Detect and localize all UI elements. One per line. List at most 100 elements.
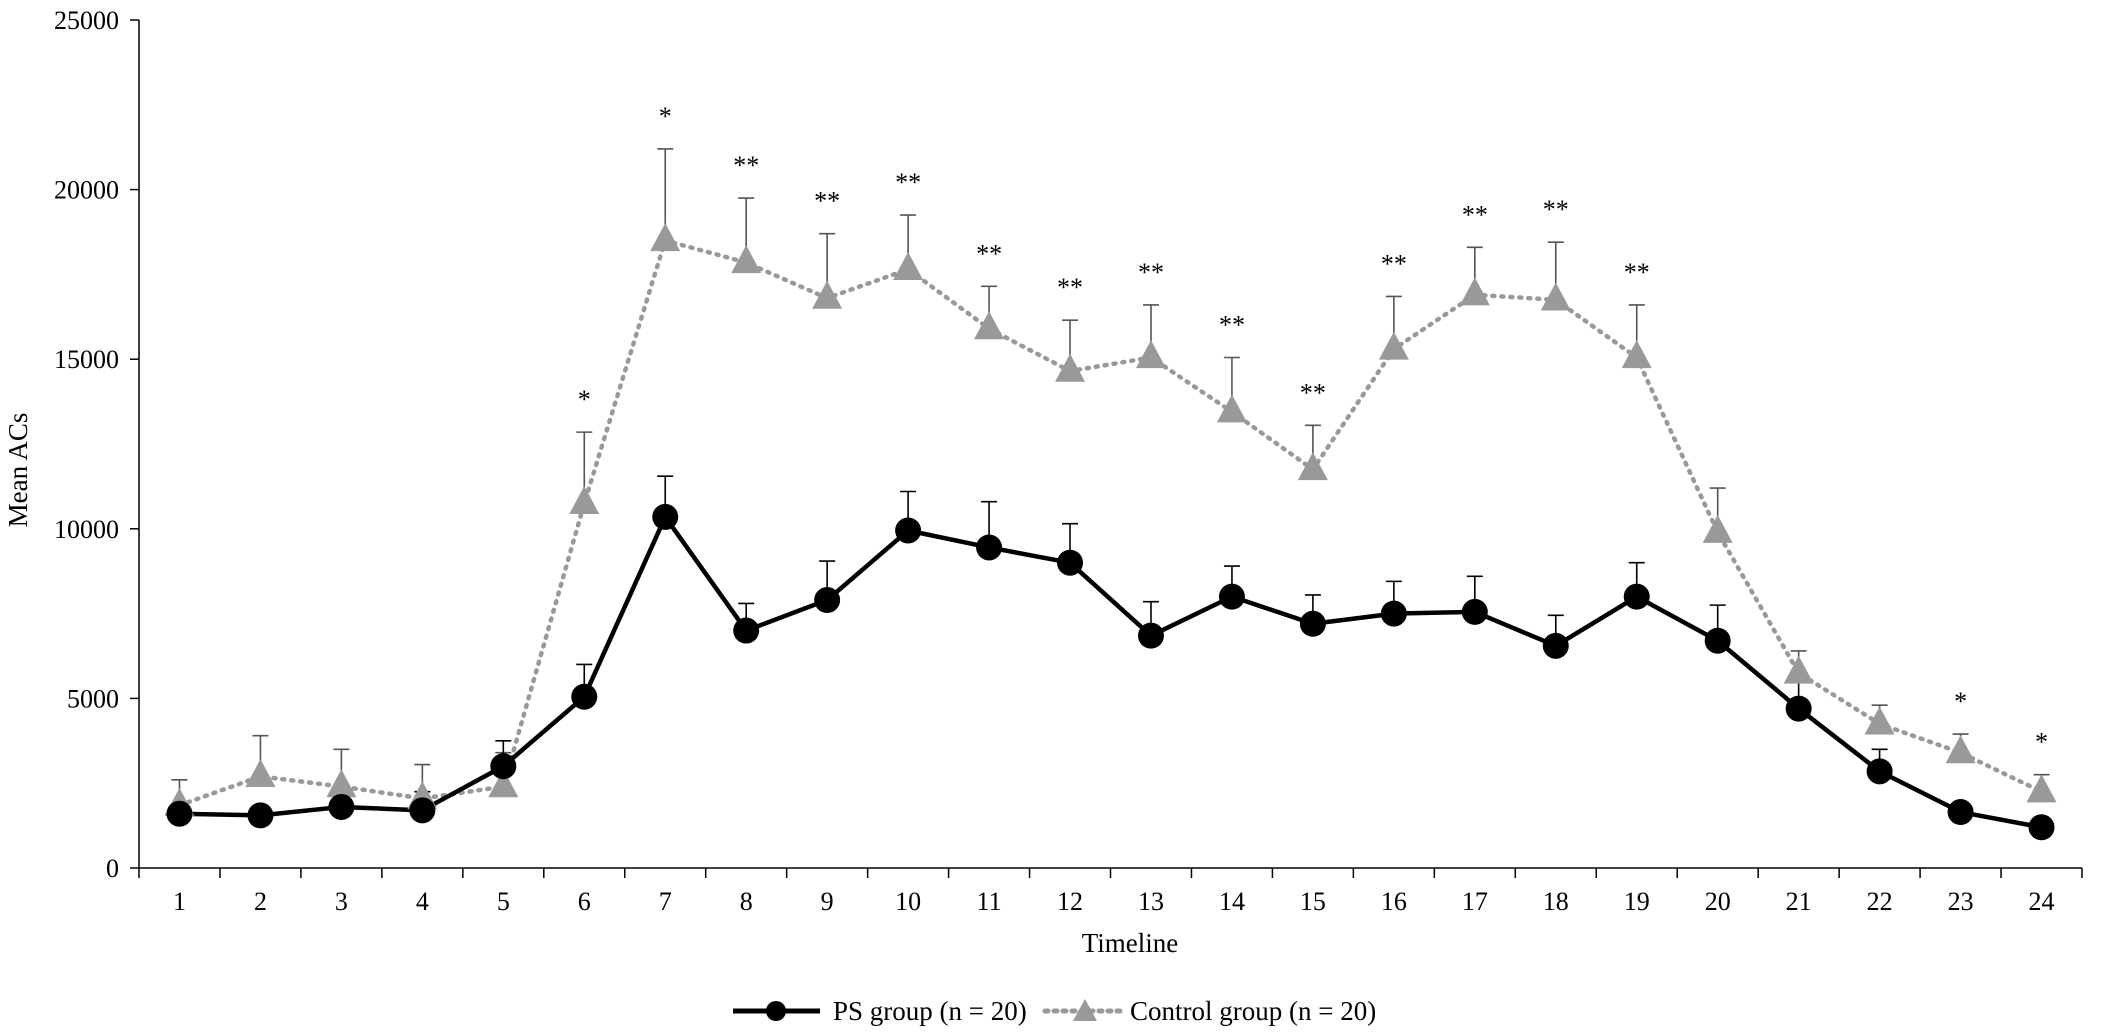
x-tick-label: 1	[173, 887, 186, 916]
data-point-ps	[814, 587, 841, 614]
x-tick-label: 19	[1624, 887, 1650, 916]
error-bars	[171, 148, 2050, 828]
significance-label: **	[733, 151, 759, 180]
data-point-control	[1135, 340, 1166, 369]
data-point-ps	[1704, 627, 1731, 654]
data-point-ps	[1623, 583, 1650, 610]
x-tick-label: 14	[1219, 887, 1245, 916]
data-point-ps	[1461, 598, 1488, 625]
legend-marker-ps	[766, 1001, 786, 1021]
x-tick-label: 18	[1543, 887, 1569, 916]
x-tick-label: 15	[1300, 887, 1326, 916]
significance-label: **	[814, 187, 840, 216]
x-axis-title: Timeline	[1082, 928, 1179, 958]
data-point-control	[488, 769, 519, 798]
x-tick-label: 11	[977, 887, 1002, 916]
data-point-control	[812, 280, 843, 309]
data-point-ps	[247, 802, 274, 829]
x-tick-label: 20	[1705, 887, 1731, 916]
data-point-ps	[1057, 549, 1084, 576]
data-point-ps	[409, 797, 436, 824]
significance-label: **	[1624, 258, 1650, 287]
y-tick-label: 15000	[54, 345, 119, 374]
x-tick-label: 4	[416, 887, 429, 916]
data-point-ps	[1785, 695, 1812, 722]
x-tick-label: 22	[1867, 887, 1893, 916]
x-tick-label: 9	[821, 887, 834, 916]
data-point-ps	[166, 800, 193, 827]
data-point-control	[1459, 277, 1490, 306]
data-point-ps	[895, 517, 922, 544]
significance-label: **	[1300, 378, 1326, 407]
x-tick-label: 21	[1786, 887, 1812, 916]
data-point-control	[326, 769, 357, 798]
data-point-ps	[1542, 632, 1569, 659]
data-point-ps	[328, 793, 355, 820]
x-tick-label: 6	[578, 887, 591, 916]
significance-label: **	[1057, 273, 1083, 302]
data-point-control	[1864, 706, 1895, 735]
series-lines	[177, 237, 2044, 830]
legend-marker-control	[1073, 999, 1097, 1021]
data-point-control	[1621, 340, 1652, 369]
x-tick-label: 8	[740, 887, 753, 916]
data-point-ps	[976, 534, 1003, 561]
significance-label: **	[1543, 195, 1569, 224]
significance-label: **	[1219, 311, 1245, 340]
x-tick-label: 2	[254, 887, 267, 916]
significance-label: *	[659, 102, 672, 131]
data-point-control	[1297, 452, 1328, 481]
data-point-control	[569, 486, 600, 514]
legend-item-ps-group: PS group (n = 20)	[733, 996, 1027, 1026]
significance-label: **	[895, 168, 921, 197]
data-point-control	[245, 759, 276, 788]
y-tick-label: 25000	[54, 6, 119, 35]
x-tick-label: 16	[1381, 887, 1407, 916]
x-tick-label: 17	[1462, 887, 1488, 916]
data-point-control	[1783, 655, 1814, 684]
significance-label: *	[2035, 728, 2048, 757]
data-point-ps	[1299, 610, 1326, 637]
data-point-ps	[1866, 758, 1893, 785]
data-point-control	[1945, 735, 1976, 764]
y-axis-title: Mean ACs	[3, 413, 33, 528]
x-tick-label: 10	[895, 887, 921, 916]
significance-label: *	[1954, 687, 1967, 716]
y-tick-label: 0	[106, 854, 119, 883]
y-tick-label: 20000	[54, 176, 119, 205]
data-point-ps	[1380, 600, 1407, 627]
data-point-ps	[733, 617, 760, 644]
y-tick-label: 5000	[67, 684, 119, 713]
data-point-control	[974, 311, 1005, 340]
x-tick-label: 23	[1948, 887, 1974, 916]
data-point-ps	[571, 683, 598, 710]
legend-label-control: Control group (n = 20)	[1130, 996, 1376, 1026]
data-point-control	[1702, 514, 1733, 543]
data-point-control	[1216, 394, 1247, 423]
data-point-control	[1378, 331, 1409, 360]
data-point-ps	[490, 753, 517, 780]
data-point-control	[2026, 774, 2057, 803]
legend-label-ps: PS group (n = 20)	[833, 996, 1027, 1026]
significance-label: **	[976, 239, 1002, 268]
y-tick-label: 10000	[54, 515, 119, 544]
series-line-ps	[179, 514, 2042, 830]
legend: PS group (n = 20) Control group (n = 20)	[733, 996, 1376, 1026]
series-markers	[164, 223, 2057, 841]
x-tick-label: 5	[497, 887, 510, 916]
x-tick-label: 12	[1057, 887, 1083, 916]
y-axis: 0 5000 10000 15000 20000 25000	[54, 6, 140, 883]
significance-label: *	[578, 385, 591, 414]
legend-item-control-group: Control group (n = 20)	[1042, 996, 1376, 1026]
x-tick-label: 7	[659, 887, 672, 916]
data-point-ps	[652, 503, 679, 530]
data-point-ps	[2028, 814, 2055, 841]
data-point-control	[731, 245, 762, 274]
x-axis: 1 2 3 4 5 6 7 8 9 10 11 12 13 14 15 16 17 18 19 20 21 22 23 24	[138, 867, 2083, 916]
significance-label: **	[1381, 249, 1407, 278]
data-point-ps	[1947, 799, 1974, 826]
x-tick-label: 24	[2029, 887, 2055, 916]
data-point-control	[650, 223, 681, 252]
data-point-control	[1540, 282, 1571, 311]
